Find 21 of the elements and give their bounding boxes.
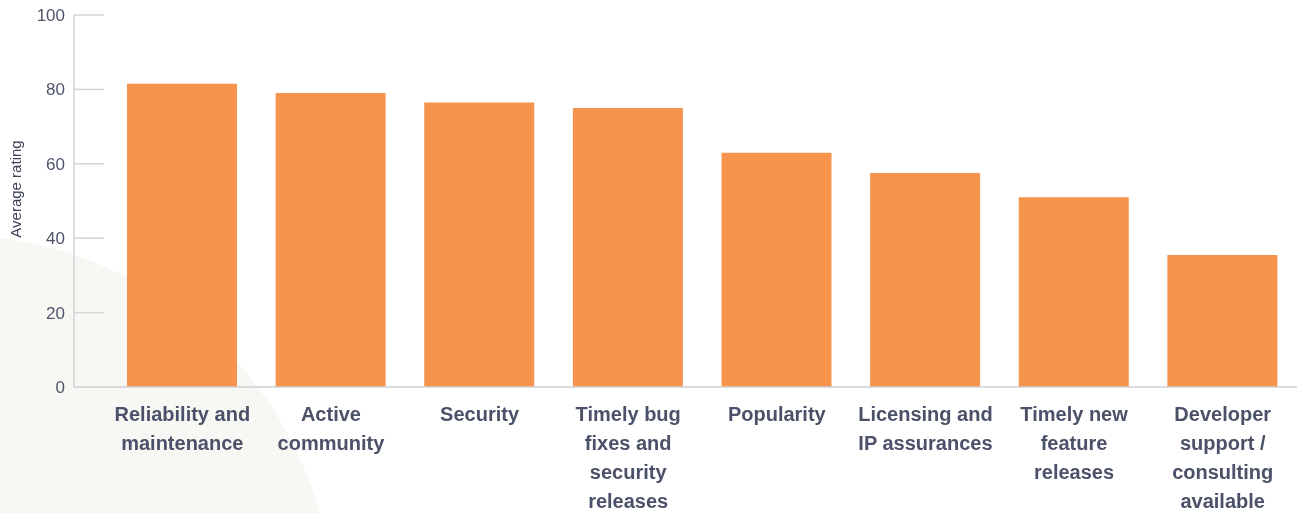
y-axis-title: Average rating [7, 140, 25, 238]
x-tick-label: Licensing and IP assurances [858, 403, 993, 455]
bar [572, 108, 683, 387]
bar [1167, 254, 1278, 387]
bar [721, 152, 832, 387]
bar [870, 173, 981, 387]
y-tick-label: 40 [46, 229, 65, 249]
x-tick-label: Timely new feature releases [1020, 403, 1129, 484]
x-tick-label: Security [440, 403, 520, 426]
y-tick-label: 0 [55, 377, 65, 397]
x-tick-label: Active community [277, 403, 386, 455]
y-tick-label: 80 [46, 80, 65, 100]
y-tick-label: 60 [46, 154, 65, 174]
x-tick-label: Developer support / consulting available [1172, 403, 1274, 513]
bar [424, 102, 535, 387]
y-tick-label: 20 [46, 303, 65, 323]
x-tick-label: Popularity [727, 403, 827, 426]
x-tick-label: Timely bug fixes and security releases [575, 403, 681, 513]
x-tick-label: Reliability and maintenance [114, 403, 251, 455]
y-tick-label: 100 [36, 5, 65, 25]
bar [1018, 197, 1129, 387]
